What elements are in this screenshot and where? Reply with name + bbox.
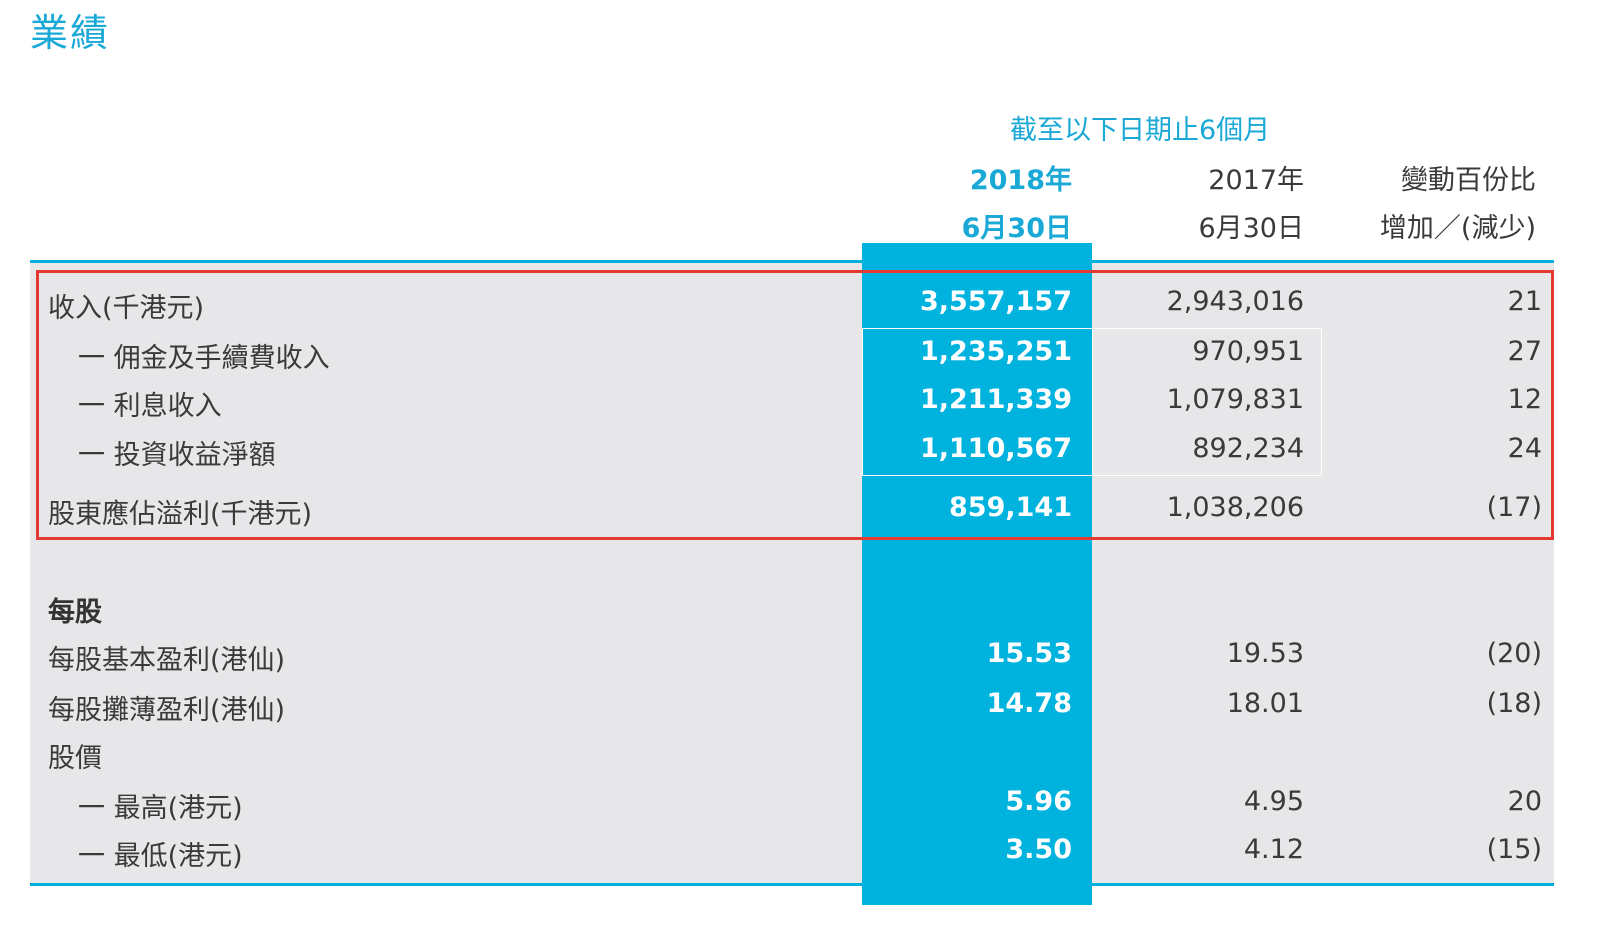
value-change: 20	[1507, 786, 1542, 817]
table-row: 每股攤薄盈利(港仙) 14.78 18.01 (18)	[0, 688, 1598, 732]
row-label: 一 投資收益淨額	[78, 440, 276, 471]
period-header: 截至以下日期止6個月	[1010, 115, 1271, 146]
value-2017: 1,079,831	[1166, 384, 1304, 415]
value-2018: 3.50	[1005, 834, 1072, 865]
section-heading-row: 每股	[0, 590, 1598, 634]
table-row: 一 佣金及手續費收入 1,235,251 970,951 27	[0, 336, 1598, 380]
value-2018: 1,235,251	[919, 336, 1072, 367]
revenue-breakdown-box-prior	[1092, 328, 1322, 476]
table-top-rule	[30, 260, 1554, 263]
value-2018: 859,141	[949, 492, 1072, 523]
value-2017: 4.95	[1243, 786, 1304, 817]
table-row: 每股基本盈利(港仙) 15.53 19.53 (20)	[0, 638, 1598, 682]
revenue-breakdown-box	[862, 328, 1092, 476]
row-label: 一 最低(港元)	[78, 841, 243, 872]
table-row: 一 投資收益淨額 1,110,567 892,234 24	[0, 433, 1598, 477]
current-year-column	[862, 243, 1092, 905]
value-2017: 19.53	[1226, 638, 1304, 669]
value-2017: 2,943,016	[1166, 286, 1304, 317]
row-label: 一 利息收入	[78, 391, 222, 422]
value-2017: 18.01	[1226, 688, 1304, 719]
value-2017: 4.12	[1243, 834, 1304, 865]
highlight-box	[36, 270, 1554, 540]
value-2018: 5.96	[1005, 786, 1072, 817]
value-change: (20)	[1486, 638, 1542, 669]
value-change: (15)	[1486, 834, 1542, 865]
table-row: 股東應佔溢利(千港元) 859,141 1,038,206 (17)	[0, 492, 1598, 536]
col-2018-date: 6月30日	[961, 213, 1072, 244]
table-row: 股價	[0, 736, 1598, 780]
value-2017: 1,038,206	[1166, 492, 1304, 523]
value-change: (18)	[1486, 688, 1542, 719]
table-panel	[30, 262, 1554, 884]
value-change: 12	[1507, 384, 1542, 415]
col-change-title: 變動百份比	[1401, 165, 1536, 196]
value-change: 21	[1507, 286, 1542, 317]
col-change-subtitle: 增加／(減少)	[1379, 213, 1536, 244]
row-label: 一 最高(港元)	[78, 793, 243, 824]
table-row: 收入(千港元) 3,557,157 2,943,016 21	[0, 286, 1598, 330]
row-label: 股東應佔溢利(千港元)	[48, 499, 313, 530]
value-2018: 1,211,339	[919, 384, 1072, 415]
page-title: 業績	[30, 11, 111, 55]
value-2017: 892,234	[1192, 433, 1304, 464]
value-2018: 15.53	[986, 638, 1072, 669]
row-label: 股價	[48, 743, 102, 774]
table-row: 一 最高(港元) 5.96 4.95 20	[0, 786, 1598, 830]
value-2017: 970,951	[1192, 336, 1304, 367]
value-2018: 3,557,157	[919, 286, 1072, 317]
value-2018: 1,110,567	[919, 433, 1072, 464]
row-label: 一 佣金及手續費收入	[78, 343, 330, 374]
row-label: 收入(千港元)	[48, 293, 205, 324]
value-change: (17)	[1486, 492, 1542, 523]
table-row: 一 利息收入 1,211,339 1,079,831 12	[0, 384, 1598, 428]
col-2018-year: 2018年	[969, 165, 1072, 196]
value-change: 24	[1507, 433, 1542, 464]
col-2017-year: 2017年	[1208, 165, 1304, 196]
table-bottom-rule	[30, 883, 1554, 886]
table-row: 一 最低(港元) 3.50 4.12 (15)	[0, 834, 1598, 878]
value-change: 27	[1507, 336, 1542, 367]
row-label: 每股基本盈利(港仙)	[48, 645, 286, 676]
section-heading: 每股	[48, 597, 102, 628]
col-2017-date: 6月30日	[1198, 213, 1304, 244]
value-2018: 14.78	[986, 688, 1072, 719]
row-label: 每股攤薄盈利(港仙)	[48, 695, 286, 726]
